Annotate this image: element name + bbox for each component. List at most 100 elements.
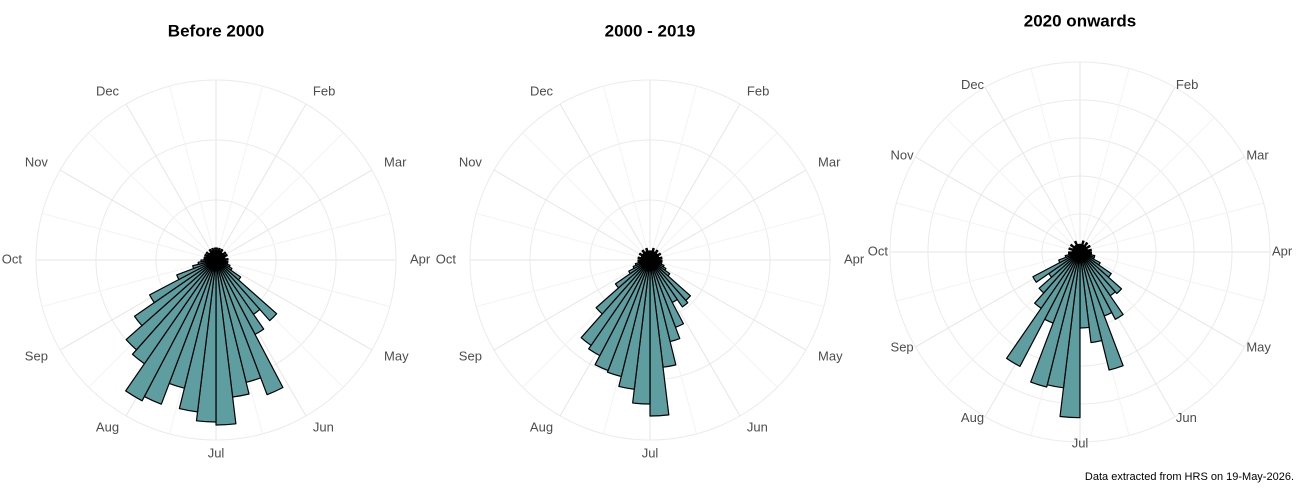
x-tick-label: Mar	[384, 155, 407, 170]
x-tick-label: Nov	[459, 155, 483, 170]
panel: 2000 - 2019 Feb Mar Apr May Jun Jul Aug Sep Oct No…	[436, 21, 865, 460]
x-tick-label: Aug	[530, 419, 553, 434]
minor-spoke	[522, 132, 651, 261]
chart-title: 2020 onwards	[1024, 11, 1136, 30]
bar	[1034, 251, 1081, 309]
x-tick-label: Dec	[96, 83, 120, 98]
x-tick-label: Apr	[410, 251, 431, 266]
bar	[125, 259, 217, 351]
bar	[215, 259, 284, 396]
bar	[125, 259, 217, 402]
x-tick-label: Apr	[1272, 243, 1293, 258]
bar	[131, 259, 217, 365]
x-tick-label: Oct	[436, 251, 457, 266]
x-tick-label: Feb	[313, 83, 335, 98]
x-tick-label: Jul	[1072, 435, 1089, 450]
bar	[1078, 243, 1081, 253]
chart-title: 2000 - 2019	[605, 21, 696, 40]
bar	[192, 259, 217, 270]
bar	[1079, 251, 1124, 371]
minor-spoke	[649, 85, 698, 261]
x-tick-label: Dec	[530, 83, 554, 98]
minor-spoke	[168, 85, 217, 261]
grid-spoke	[915, 156, 1081, 253]
minor-spoke	[1030, 68, 1081, 253]
x-tick-label: Aug	[96, 419, 119, 434]
bar	[176, 259, 217, 281]
bar	[614, 259, 651, 289]
panel: 2020 onwards Feb Mar Apr May Jun Jul Aug Sep Oct N…	[868, 11, 1293, 450]
bar	[1079, 251, 1103, 344]
grid-spoke	[215, 169, 373, 261]
bar	[215, 259, 237, 426]
minor-spoke	[215, 212, 391, 261]
x-tick-label: Oct	[868, 243, 889, 258]
minor-spoke	[1079, 202, 1264, 253]
minor-spoke	[215, 259, 391, 308]
grid-spoke	[125, 103, 217, 261]
grid-spoke	[984, 87, 1081, 253]
bar	[588, 259, 651, 357]
minor-spoke	[215, 132, 344, 261]
x-tick-label: Feb	[1176, 77, 1198, 92]
x-tick-label: Dec	[961, 77, 985, 92]
bar	[594, 259, 651, 372]
x-tick-label: Jul	[208, 445, 225, 460]
x-tick-label: May	[1246, 339, 1271, 354]
x-tick-label: Feb	[747, 83, 769, 98]
caption: Data extracted from HRS on 19-May-2026.	[1085, 471, 1294, 483]
minor-spoke	[649, 132, 778, 261]
bar	[649, 259, 689, 308]
chart-title: Before 2000	[168, 21, 264, 40]
x-tick-label: Jun	[747, 419, 768, 434]
x-tick-label: Nov	[891, 148, 915, 163]
bar	[649, 259, 670, 417]
bar	[1006, 251, 1081, 368]
grid-spoke	[649, 259, 807, 351]
x-tick-label: Oct	[2, 251, 23, 266]
bar	[148, 259, 217, 304]
minor-spoke	[945, 117, 1081, 253]
bar	[1079, 251, 1124, 320]
x-tick-label: Sep	[25, 348, 48, 363]
x-tick-label: Sep	[459, 348, 482, 363]
minor-spoke	[602, 85, 651, 261]
grid-spoke	[649, 103, 741, 261]
x-tick-label: May	[384, 348, 409, 363]
grid-spoke	[215, 259, 373, 351]
minor-spoke	[649, 212, 825, 261]
minor-spoke	[475, 212, 651, 261]
minor-spoke	[88, 132, 217, 261]
minor-spoke	[41, 259, 217, 308]
minor-spoke	[215, 85, 264, 261]
grid-spoke	[649, 169, 807, 261]
x-tick-label: Apr	[844, 251, 865, 266]
x-tick-label: Nov	[25, 155, 49, 170]
minor-spoke	[1079, 117, 1215, 253]
bar	[1079, 251, 1123, 295]
bar	[1032, 251, 1081, 283]
bar	[648, 250, 651, 261]
x-tick-label: May	[818, 348, 843, 363]
bar	[580, 259, 651, 347]
minor-spoke	[896, 202, 1081, 253]
x-tick-label: Jun	[1176, 410, 1197, 425]
bar	[1038, 251, 1081, 294]
bar	[595, 259, 651, 315]
x-tick-label: Sep	[891, 339, 914, 354]
x-tick-label: Jul	[642, 445, 659, 460]
minor-spoke	[41, 212, 217, 261]
bar	[133, 259, 217, 327]
grid-spoke	[1079, 251, 1245, 348]
grid-spoke	[493, 259, 651, 351]
bar	[213, 247, 217, 261]
x-tick-label: Mar	[1246, 148, 1269, 163]
minor-spoke	[649, 259, 825, 308]
grid-spoke	[559, 103, 651, 261]
minor-spoke	[896, 251, 1081, 302]
x-tick-label: Mar	[818, 155, 841, 170]
minor-spoke	[1079, 68, 1130, 253]
minor-spoke	[475, 259, 651, 308]
grid-spoke	[215, 103, 307, 261]
